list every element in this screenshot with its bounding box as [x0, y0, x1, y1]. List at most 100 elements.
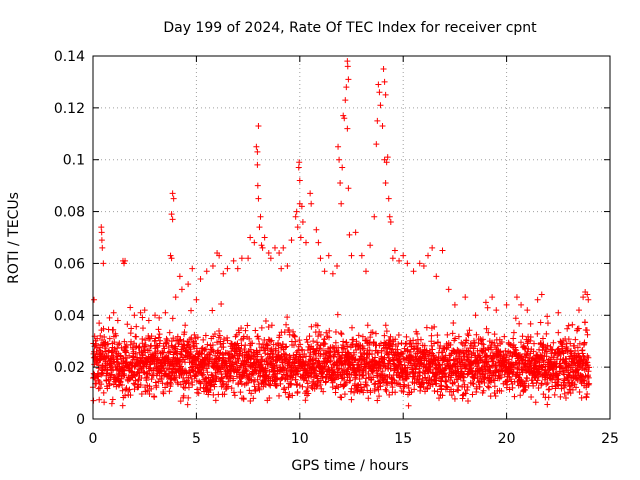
baseline-point: [151, 393, 158, 400]
baseline-point: [200, 336, 207, 343]
baseline-point: [106, 335, 113, 342]
y-tick-label: 0.1: [63, 153, 85, 169]
baseline-point: [140, 362, 147, 369]
baseline-point: [171, 346, 178, 353]
roti-point: [371, 213, 378, 220]
baseline-point: [185, 394, 192, 401]
baseline-point: [159, 380, 166, 387]
baseline-point: [198, 351, 205, 358]
baseline-point: [241, 346, 248, 353]
baseline-point: [153, 384, 160, 391]
baseline-point: [537, 319, 544, 326]
roti-point: [197, 275, 204, 282]
data-points: [89, 58, 593, 409]
baseline-point: [267, 338, 274, 345]
baseline-point: [272, 345, 279, 352]
roti-point: [255, 195, 262, 202]
baseline-point: [254, 333, 261, 340]
roti-point: [534, 296, 541, 303]
baseline-point: [152, 335, 159, 342]
y-tick-label: 0.06: [54, 256, 85, 272]
baseline-point: [281, 329, 288, 336]
baseline-point: [134, 354, 141, 361]
baseline-point: [511, 393, 518, 400]
baseline-point: [484, 383, 491, 390]
baseline-point: [140, 368, 147, 375]
baseline-point: [261, 347, 268, 354]
baseline-point: [188, 307, 195, 314]
baseline-point: [283, 343, 290, 350]
baseline-point: [252, 327, 259, 334]
baseline-point: [545, 386, 552, 393]
baseline-point: [295, 367, 302, 374]
baseline-point: [372, 330, 379, 337]
roti-point: [247, 234, 254, 241]
baseline-point: [297, 341, 304, 348]
roti-point: [292, 213, 299, 220]
baseline-point: [187, 348, 194, 355]
baseline-point: [231, 392, 238, 399]
baseline-point: [171, 344, 178, 351]
roti-point: [575, 307, 582, 314]
roti-point: [348, 252, 355, 259]
baseline-point: [444, 331, 451, 338]
roti-point: [344, 58, 351, 65]
baseline-point: [501, 333, 508, 340]
baseline-point: [228, 340, 235, 347]
roti-point: [98, 224, 105, 231]
baseline-point: [250, 395, 257, 402]
baseline-point: [428, 332, 435, 339]
baseline-point: [551, 391, 558, 398]
x-tick-label: 25: [601, 431, 619, 447]
baseline-point: [177, 398, 184, 405]
roti-point: [254, 182, 261, 189]
roti-point: [220, 270, 227, 277]
roti-point: [254, 148, 261, 155]
baseline-point: [169, 315, 176, 322]
baseline-point: [181, 329, 188, 336]
roti-point: [382, 180, 389, 187]
baseline-point: [306, 333, 313, 340]
baseline-point: [436, 395, 443, 402]
baseline-point: [111, 339, 118, 346]
baseline-point: [255, 335, 262, 342]
roti-point: [386, 213, 393, 220]
roti-point: [389, 255, 396, 262]
baseline-point: [112, 332, 119, 339]
baseline-point: [246, 335, 253, 342]
baseline-point: [101, 399, 108, 406]
roti-point: [307, 190, 314, 197]
baseline-point: [273, 382, 280, 389]
y-tick-label: 0.14: [54, 49, 85, 65]
roti-point: [98, 237, 105, 244]
baseline-point: [228, 385, 235, 392]
baseline-point: [265, 355, 272, 362]
baseline-point: [180, 337, 187, 344]
baseline-point: [266, 394, 273, 401]
baseline-point: [162, 384, 169, 391]
roti-point: [518, 301, 525, 308]
baseline-point: [115, 341, 122, 348]
baseline-point: [284, 314, 291, 321]
baseline-point: [286, 327, 293, 334]
roti-point: [493, 307, 500, 314]
baseline-point: [180, 392, 187, 399]
baseline-point: [273, 376, 280, 383]
baseline-point: [155, 326, 162, 333]
baseline-point: [138, 390, 145, 397]
baseline-point: [95, 385, 102, 392]
roti-point: [189, 265, 196, 272]
baseline-point: [383, 387, 390, 394]
baseline-point: [141, 343, 148, 350]
roti-point: [472, 312, 479, 319]
roti-point: [256, 224, 263, 231]
roti-point: [176, 273, 183, 280]
x-tick-label: 15: [394, 431, 412, 447]
baseline-point: [139, 340, 146, 347]
baseline-point: [118, 381, 125, 388]
baseline-point: [97, 332, 104, 339]
baseline-point: [144, 387, 151, 394]
roti-point: [303, 239, 310, 246]
baseline-point: [288, 380, 295, 387]
roti-point: [278, 265, 285, 272]
